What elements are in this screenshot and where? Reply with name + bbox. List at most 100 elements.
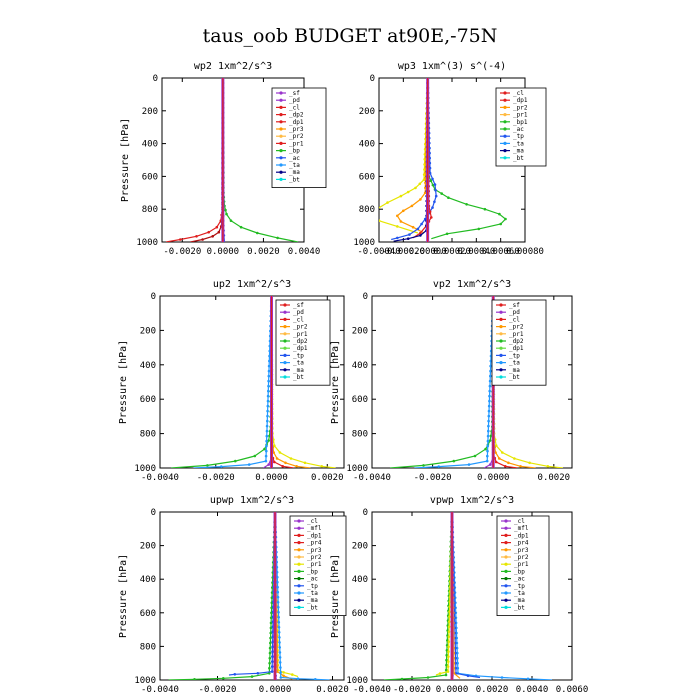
data-point: [267, 379, 270, 383]
data-point: [276, 590, 280, 594]
data-point: [265, 439, 268, 443]
data-point: [247, 463, 251, 466]
legend-marker: [283, 346, 287, 350]
data-point: [277, 626, 281, 629]
data-point: [267, 374, 271, 378]
data-point: [446, 665, 450, 668]
data-point: [420, 222, 423, 226]
legend: _cl_mfl_dp1_pr4_pr3_pr2_pr1_bp_ac_tp_ta_…: [496, 515, 550, 616]
data-point: [271, 650, 274, 653]
data-point: [279, 671, 282, 674]
data-point: [444, 673, 448, 677]
x-tick-label: 0.00060: [482, 247, 520, 257]
legend-marker: [297, 526, 301, 530]
data-point: [267, 364, 271, 368]
legend-label: _bt: [514, 604, 525, 611]
legend-label: _cl: [514, 518, 525, 525]
data-point: [484, 447, 487, 451]
legend-marker: [499, 317, 503, 321]
legend-label: _bp: [514, 568, 525, 575]
data-point: [447, 650, 450, 653]
legend-marker: [504, 598, 508, 602]
data-point: [250, 675, 254, 678]
y-tick-label: 800: [140, 430, 156, 440]
data-point: [265, 449, 268, 453]
legend-label: _ac: [289, 155, 300, 162]
y-tick-label: 0: [153, 74, 158, 84]
y-tick-label: 800: [352, 642, 368, 652]
data-point: [271, 630, 275, 633]
data-point: [440, 192, 444, 195]
data-point: [489, 434, 493, 438]
data-point: [526, 677, 530, 680]
legend-marker: [503, 141, 507, 145]
data-point: [487, 419, 490, 423]
legend-label: _bt: [513, 155, 524, 162]
data-point: [284, 461, 287, 465]
data-point: [489, 374, 492, 378]
data-point: [411, 225, 415, 229]
y-tick-label: 400: [359, 140, 375, 150]
x-tick-label: 0.00080: [506, 247, 544, 257]
data-point: [447, 625, 451, 628]
data-point: [486, 444, 490, 448]
plot-area: [171, 296, 336, 468]
data-point: [448, 610, 451, 614]
legend-label: _cl: [289, 104, 300, 111]
legend-marker: [297, 598, 301, 602]
data-point: [279, 666, 282, 669]
plot-area: [383, 512, 553, 680]
data-point: [447, 630, 451, 633]
data-point: [276, 575, 279, 579]
data-point: [454, 666, 458, 670]
data-point: [267, 384, 270, 388]
legend-label: _cl: [293, 316, 304, 323]
data-point: [267, 389, 270, 393]
data-point: [486, 454, 489, 458]
data-point: [494, 460, 498, 464]
data-point: [281, 465, 285, 468]
data-point: [454, 656, 457, 660]
legend-marker: [279, 141, 283, 145]
legend-label: _cl: [513, 90, 524, 97]
data-point: [267, 439, 271, 442]
legend-label: _pr1: [509, 331, 524, 338]
data-point: [276, 601, 280, 604]
legend-label: _pd: [293, 309, 304, 316]
data-point: [222, 677, 225, 680]
data-point: [303, 461, 307, 465]
y-tick-label: 600: [140, 609, 156, 619]
legend-marker: [297, 533, 301, 538]
data-point: [528, 461, 531, 465]
y-tick-label: 0: [151, 292, 156, 302]
data-point: [414, 186, 417, 190]
data-point: [268, 661, 271, 665]
legend-label: _ma: [289, 169, 300, 176]
legend-marker: [297, 569, 301, 574]
legend-marker: [499, 339, 503, 343]
legend-marker: [504, 577, 508, 581]
legend-marker: [297, 591, 301, 595]
legend-label: _pr2: [513, 104, 528, 111]
legend-label: _bp: [289, 148, 300, 155]
data-point: [267, 369, 271, 373]
data-point: [488, 394, 491, 398]
legend-label: _pr2: [289, 133, 304, 140]
y-axis-label: Pressure [hPa]: [118, 554, 129, 638]
y-tick-label: 1000: [346, 464, 368, 474]
data-point: [266, 409, 269, 413]
data-point: [270, 665, 274, 668]
data-point: [201, 238, 204, 241]
data-point: [225, 212, 228, 216]
data-point: [477, 227, 481, 231]
data-point: [430, 216, 433, 219]
data-point: [406, 237, 410, 240]
data-point: [269, 621, 273, 625]
data-point: [431, 177, 434, 181]
data-point: [456, 651, 459, 655]
data-point: [217, 230, 221, 234]
data-point: [447, 635, 451, 638]
x-tick-label: -0.0020: [197, 473, 235, 483]
legend-label: _tp: [307, 583, 318, 590]
legend-marker: [499, 375, 503, 379]
